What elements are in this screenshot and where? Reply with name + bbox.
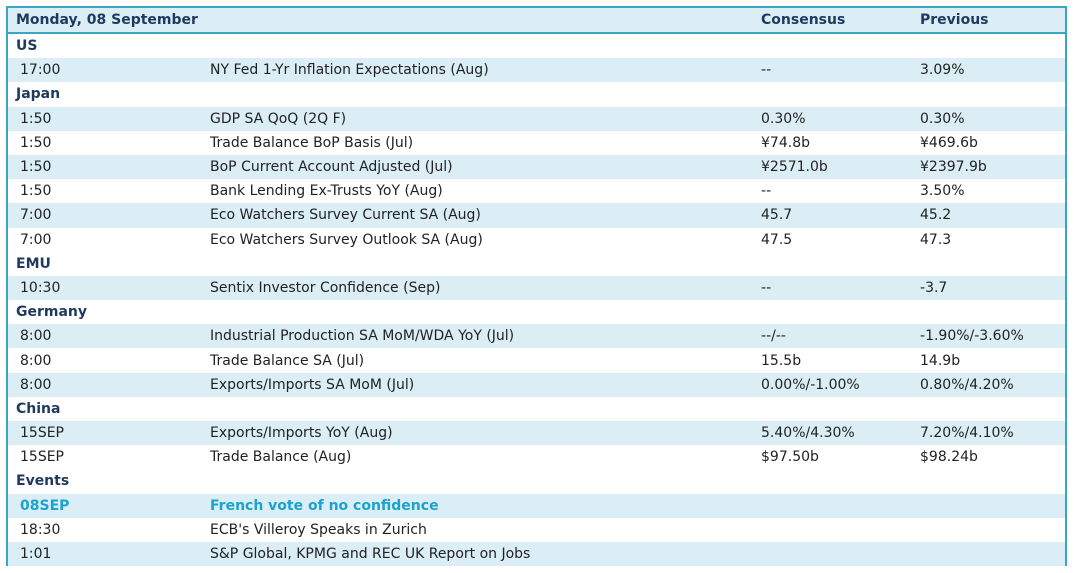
event-cell: Eco Watchers Survey Current SA (Aug) xyxy=(198,203,750,228)
previous-cell xyxy=(908,518,1065,542)
event-cell: Trade Balance (Aug) xyxy=(210,449,352,466)
section-label: Japan xyxy=(8,82,1065,107)
date-header: Monday, 08 September xyxy=(8,8,750,34)
time-cell: 15SEP xyxy=(8,421,198,446)
time-cell: 10:30 xyxy=(8,275,198,301)
previous-cell: -3.7 xyxy=(908,275,1065,301)
event-cell: Sentix Investor Confidence (Sep) xyxy=(198,275,750,301)
event-cell: NY Fed 1-Yr Inflation Expectations (Aug) xyxy=(198,58,750,83)
table-row: 10:30 Sentix Investor Confidence (Sep) -- -… xyxy=(8,275,1065,301)
time-cell: 1:50 xyxy=(20,134,52,151)
consensus-cell: 0.30% xyxy=(749,106,909,131)
time-cell: 1:50 xyxy=(8,154,198,180)
time-cell: 08SEP xyxy=(8,493,198,518)
section-row: EMU xyxy=(8,251,1065,276)
previous-cell: 0.80%/4.20% xyxy=(908,372,1065,397)
previous-cell: 14.9b xyxy=(920,352,961,369)
table-row: 17:00 NY Fed 1-Yr Inflation Expectations … xyxy=(8,58,1065,83)
consensus-cell: 0.00%/-1.00% xyxy=(749,372,909,397)
table-row: 08SEP French vote of no confidence xyxy=(8,493,1065,518)
event-cell: French vote of no confidence xyxy=(198,493,750,518)
event-cell: Trade Balance BoP Basis (Jul) xyxy=(210,134,414,151)
table-row: 1:50 Trade Balance BoP Basis (Jul) ¥74.8b ¥… xyxy=(8,131,1065,155)
section-label: Events xyxy=(8,469,1065,494)
consensus-cell: $97.50b xyxy=(761,449,819,466)
table-row: 7:00 Eco Watchers Survey Current SA (Aug)… xyxy=(8,203,1065,228)
consensus-cell: 47.5 xyxy=(761,231,793,248)
table-row: 18:30 ECB's Villeroy Speaks in Zurich xyxy=(8,518,1065,542)
section-row: US xyxy=(8,33,1065,59)
time-cell: 8:00 xyxy=(8,324,198,349)
table-body: US 17:00 NY Fed 1-Yr Inflation Expectation… xyxy=(8,33,1065,567)
consensus-cell xyxy=(749,541,909,567)
section-row: Germany xyxy=(8,300,1065,325)
event-cell: Exports/Imports SA MoM (Jul) xyxy=(198,372,750,397)
table-row: 7:00 Eco Watchers Survey Outlook SA (Aug)… xyxy=(8,228,1065,252)
event-cell: Industrial Production SA MoM/WDA YoY (Ju… xyxy=(198,324,750,349)
time-cell: 15SEP xyxy=(20,449,64,466)
table-row: 15SEP Trade Balance (Aug) $97.50b $98.24b xyxy=(8,445,1065,469)
table-row: 1:50 Bank Lending Ex-Trusts YoY (Aug) -- 3.… xyxy=(8,179,1065,203)
time-cell: 7:00 xyxy=(20,231,52,248)
consensus-cell: -- xyxy=(749,275,909,301)
previous-cell: 7.20%/4.10% xyxy=(908,421,1065,446)
event-cell: Eco Watchers Survey Outlook SA (Aug) xyxy=(210,231,483,248)
consensus-cell: 15.5b xyxy=(761,352,802,369)
section-label: EMU xyxy=(8,251,1065,276)
consensus-cell: 5.40%/4.30% xyxy=(749,421,909,446)
consensus-cell: 45.7 xyxy=(749,203,909,228)
previous-cell: -1.90%/-3.60% xyxy=(908,324,1065,349)
consensus-cell: --/-- xyxy=(749,324,909,349)
section-label: Germany xyxy=(8,300,1065,325)
previous-cell: 3.50% xyxy=(920,183,965,200)
table-row: 8:00 Trade Balance SA (Jul) 15.5b 14.9b xyxy=(8,348,1065,372)
time-cell: 8:00 xyxy=(8,372,198,397)
table-row: 1:50 GDP SA QoQ (2Q F) 0.30% 0.30% xyxy=(8,106,1065,131)
calendar-table-frame: Monday, 08 September Consensus Previous … xyxy=(6,6,1067,567)
time-cell: 18:30 xyxy=(20,521,61,538)
event-cell: GDP SA QoQ (2Q F) xyxy=(198,106,750,131)
time-cell: 1:01 xyxy=(8,541,198,567)
section-row: Japan xyxy=(8,82,1065,107)
previous-cell: ¥2397.9b xyxy=(908,154,1065,180)
section-label: China xyxy=(8,396,1065,421)
previous-cell: 45.2 xyxy=(908,203,1065,228)
table-row: 8:00 Industrial Production SA MoM/WDA YoY… xyxy=(8,324,1065,349)
table-row: 8:00 Exports/Imports SA MoM (Jul) 0.00%/-1… xyxy=(8,372,1065,397)
consensus-cell xyxy=(749,493,909,518)
consensus-header: Consensus xyxy=(749,8,909,34)
table-row: 1:01 S&P Global, KPMG and REC UK Report o… xyxy=(8,541,1065,567)
previous-cell: $98.24b xyxy=(920,449,978,466)
section-row: Events xyxy=(8,469,1065,494)
time-cell: 1:50 xyxy=(20,183,52,200)
event-cell: Exports/Imports YoY (Aug) xyxy=(198,421,750,446)
event-cell: ECB's Villeroy Speaks in Zurich xyxy=(210,521,427,538)
table-row: 1:50 BoP Current Account Adjusted (Jul) ¥2… xyxy=(8,154,1065,180)
previous-cell: ¥469.6b xyxy=(920,134,978,151)
event-cell: Bank Lending Ex-Trusts YoY (Aug) xyxy=(210,183,443,200)
previous-cell xyxy=(908,541,1065,567)
event-cell: BoP Current Account Adjusted (Jul) xyxy=(198,154,750,180)
event-cell: Trade Balance SA (Jul) xyxy=(210,352,365,369)
consensus-cell: ¥74.8b xyxy=(761,134,810,151)
economic-calendar-table: Monday, 08 September Consensus Previous … xyxy=(8,8,1065,567)
consensus-cell: -- xyxy=(761,183,772,200)
consensus-cell xyxy=(749,518,908,542)
table-row: 15SEP Exports/Imports YoY (Aug) 5.40%/4.30… xyxy=(8,421,1065,446)
table-header-row: Monday, 08 September Consensus Previous xyxy=(8,8,1065,34)
previous-cell: 0.30% xyxy=(908,106,1065,131)
time-cell: 7:00 xyxy=(8,203,198,228)
event-cell: S&P Global, KPMG and REC UK Report on Jo… xyxy=(198,541,750,567)
previous-cell: 3.09% xyxy=(908,58,1065,83)
time-cell: 17:00 xyxy=(8,58,198,83)
time-cell: 1:50 xyxy=(8,106,198,131)
consensus-cell: ¥2571.0b xyxy=(749,154,909,180)
previous-cell xyxy=(908,493,1065,518)
section-label: US xyxy=(8,33,1065,59)
section-row: China xyxy=(8,396,1065,421)
consensus-cell: -- xyxy=(749,58,909,83)
previous-header: Previous xyxy=(908,8,1065,34)
time-cell: 8:00 xyxy=(20,352,52,369)
previous-cell: 47.3 xyxy=(920,231,952,248)
